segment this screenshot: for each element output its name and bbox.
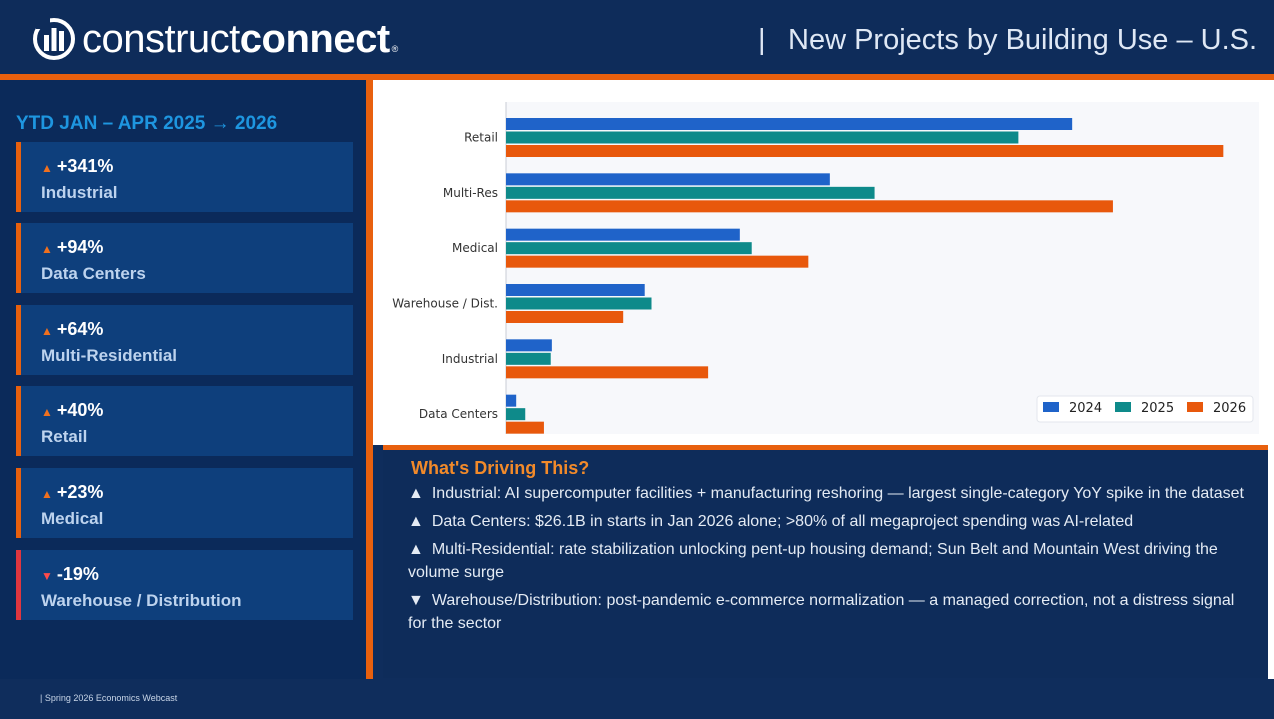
bar-2026: [506, 200, 1113, 213]
category-label: Multi-Res: [443, 186, 498, 200]
stat-value: ▲ +64%: [41, 319, 103, 340]
bar-2025: [506, 186, 875, 199]
insight-text: Industrial: AI supercomputer facilities …: [431, 485, 1244, 502]
legend-label: 2026: [1213, 401, 1246, 416]
bar-2025: [506, 352, 551, 365]
logo-registered-mark: ®: [391, 44, 399, 54]
up-arrow-icon: ▲: [408, 485, 424, 502]
stat-percent: +94%: [56, 237, 104, 257]
up-arrow-icon: ▲: [408, 513, 424, 530]
legend-label: 2024: [1069, 401, 1102, 416]
insight-accent-rule: [383, 445, 1268, 450]
insights-title: What's Driving This?: [411, 458, 590, 478]
bar-chart: Retail Multi-Res Medical Warehouse / Dist. I…: [392, 102, 1259, 434]
stat-card-medical: ▲ +23% Medical: [16, 468, 353, 538]
stat-value: ▲ +94%: [41, 237, 103, 258]
header-accent-rule: [0, 74, 1274, 80]
insight-item: ▲ Data Centers: $26.1B in starts in Jan 2…: [408, 510, 1253, 533]
bar-2025: [506, 408, 526, 421]
stat-card-industrial: ▲ +341% Industrial: [16, 142, 353, 212]
up-arrow-icon: ▲: [41, 161, 53, 175]
stat-value: ▲ +23%: [41, 482, 103, 503]
page-title: New Projects by Building Use – U.S.: [788, 24, 1258, 56]
stat-percent: +341%: [56, 156, 114, 176]
bar-2024: [506, 394, 517, 407]
bar-2025: [506, 242, 752, 255]
stat-percent: +64%: [56, 319, 104, 339]
plot-area: [506, 102, 1259, 434]
insight-item: ▲ Industrial: AI supercomputer facilities…: [408, 482, 1253, 505]
bar-2026: [506, 311, 624, 323]
footer-bar: | Spring 2026 Economics Webcast: [0, 679, 1274, 719]
stat-label: Retail: [41, 427, 88, 446]
category-label: Data Centers: [419, 407, 498, 421]
down-arrow-icon: ▼: [408, 592, 424, 609]
up-arrow-icon: ▲: [41, 405, 53, 419]
stat-label: Industrial: [41, 183, 118, 202]
footer-text: | Spring 2026 Economics Webcast: [40, 693, 178, 703]
down-arrow-icon: ▼: [41, 569, 53, 583]
stat-percent: +23%: [56, 482, 104, 502]
bar-2026: [506, 366, 709, 379]
bar-2024: [506, 228, 740, 241]
building-logo-icon: [33, 17, 75, 60]
up-arrow-icon: ▲: [41, 487, 53, 501]
category-label: Medical: [452, 241, 498, 255]
category-label: Warehouse / Dist.: [392, 297, 498, 311]
bar-2024: [506, 284, 645, 296]
insight-text: Data Centers: $26.1B in starts in Jan 20…: [431, 513, 1134, 530]
stat-card-data-centers: ▲ +94% Data Centers: [16, 223, 353, 293]
legend-swatch: [1187, 402, 1203, 412]
logo-text-bold: connect: [239, 16, 390, 61]
stat-percent: -19%: [56, 564, 99, 584]
title-separator: |: [758, 24, 766, 56]
legend-label: 2025: [1141, 401, 1174, 416]
period-heading: YTD JAN – APR 2025 → 2026: [16, 113, 278, 134]
category-label: Industrial: [442, 352, 498, 366]
brand-logo: construct connect ®: [32, 14, 398, 64]
category-label: Retail: [464, 131, 498, 145]
insight-text: Multi-Residential: rate stabilization un…: [408, 541, 1218, 581]
insight-text: Warehouse/Distribution: post-pandemic e-…: [408, 592, 1235, 632]
bar-2025: [506, 131, 1019, 144]
bar-2025: [506, 297, 652, 310]
logo-text-light: construct: [82, 16, 240, 61]
bar-2026: [506, 421, 544, 434]
insight-item: ▼ Warehouse/Distribution: post-pandemic e…: [408, 589, 1253, 635]
stat-card-warehouse: ▼ -19% Warehouse / Distribution: [16, 550, 353, 620]
bar-2024: [506, 339, 552, 352]
bar-2026: [506, 255, 809, 268]
right-gutter: [1268, 445, 1274, 679]
stat-percent: +40%: [56, 400, 104, 420]
insight-item: ▲ Multi-Residential: rate stabilization u…: [408, 538, 1253, 584]
stat-label: Multi-Residential: [41, 346, 178, 365]
stat-card-multi-residential: ▲ +64% Multi-Residential: [16, 305, 353, 375]
insights-list: ▲ Industrial: AI supercomputer facilities…: [408, 482, 1253, 640]
stat-label: Medical: [41, 509, 104, 528]
stat-label: Warehouse / Distribution: [41, 591, 242, 610]
bar-2026: [506, 145, 1224, 157]
up-arrow-icon: ▲: [408, 541, 424, 558]
stat-label: Data Centers: [41, 264, 146, 283]
stat-value: ▲ +40%: [41, 400, 103, 421]
legend-swatch: [1115, 402, 1131, 412]
up-arrow-icon: ▲: [41, 324, 53, 338]
bar-2024: [506, 118, 1073, 130]
header-bar: construct connect ® | New Projects by Bu…: [0, 0, 1274, 74]
insights-panel: What's Driving This? ▲ Industrial: AI sup…: [383, 450, 1268, 678]
chart-panel: Retail Multi-Res Medical Warehouse / Dist. I…: [373, 80, 1274, 445]
stat-value: ▼ -19%: [41, 564, 99, 585]
sidebar-divider: [366, 80, 373, 679]
stat-card-retail: ▲ +40% Retail: [16, 386, 353, 456]
legend-swatch: [1043, 402, 1059, 412]
stat-value: ▲ +341%: [41, 156, 113, 177]
up-arrow-icon: ▲: [41, 242, 53, 256]
bar-2024: [506, 173, 830, 186]
